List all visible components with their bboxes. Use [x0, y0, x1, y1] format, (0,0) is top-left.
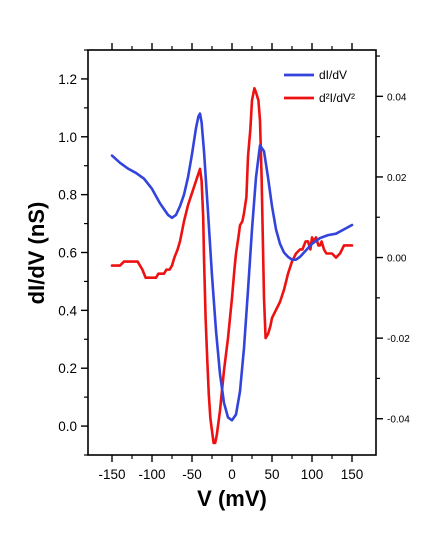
- labels-layer: -150 -100 -50 0 50 100 150 0.0 0.2 0.4 0.6 0.8 1.0 1.…: [58, 72, 410, 482]
- x-tick-label: 50: [264, 467, 279, 482]
- ticks-layer: [81, 43, 383, 462]
- series-didv-line: [110, 112, 354, 422]
- legend: dI/dV d²I/dV²: [284, 68, 355, 105]
- x-axis-title: V (mV): [197, 486, 267, 511]
- y-tick-label: 0.8: [58, 188, 77, 203]
- x-tick-label: 150: [341, 467, 364, 482]
- x-tick-label: 100: [301, 467, 324, 482]
- y-tick-label: 1.0: [58, 130, 77, 145]
- y-tick-label: 1.2: [58, 72, 77, 87]
- legend-label: d²I/dV²: [319, 91, 355, 105]
- series-layer: [110, 86, 354, 445]
- y2-tick-label: -0.04: [387, 415, 410, 426]
- y2-tick-label: 0.02: [387, 173, 407, 184]
- series-d2idv2-line: [110, 86, 354, 445]
- y-tick-label: 0.0: [58, 419, 77, 434]
- x-tick-label: -100: [138, 467, 165, 482]
- x-tick-label: -50: [182, 467, 202, 482]
- legend-label: dI/dV: [319, 68, 347, 82]
- y2-tick-label: 0.00: [387, 254, 407, 265]
- y-tick-label: 0.6: [58, 246, 77, 261]
- y2-tick-label: -0.02: [387, 334, 410, 345]
- y-tick-label: 0.2: [58, 361, 77, 376]
- y-axis-title: dI/dV (nS): [24, 202, 49, 305]
- x-tick-label: -150: [98, 467, 125, 482]
- y2-tick-label: 0.04: [387, 92, 407, 103]
- y-tick-label: 0.4: [58, 303, 77, 318]
- x-tick-label: 0: [228, 467, 236, 482]
